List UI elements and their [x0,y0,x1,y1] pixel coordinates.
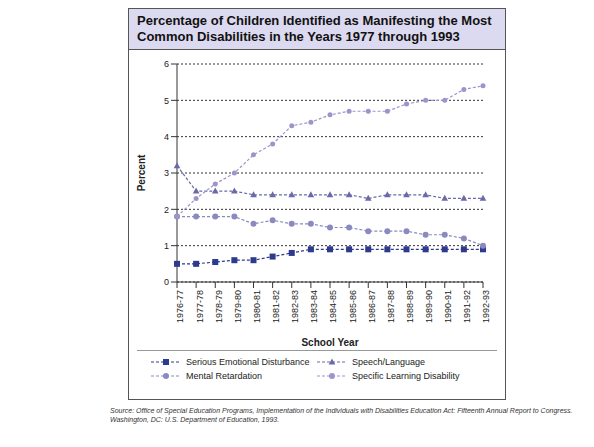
svg-text:1977-78: 1977-78 [195,290,205,323]
svg-text:6: 6 [164,59,169,69]
svg-text:3: 3 [164,168,169,178]
svg-text:1979-80: 1979-80 [233,290,243,323]
svg-text:1988-89: 1988-89 [405,290,415,323]
svg-text:1989-90: 1989-90 [424,290,434,323]
svg-text:1990-91: 1990-91 [443,290,453,323]
svg-text:1981-82: 1981-82 [271,290,281,323]
svg-text:1983-84: 1983-84 [309,290,319,323]
svg-text:1991-92: 1991-92 [462,290,472,323]
svg-text:2: 2 [164,205,169,215]
html-text:Serious Emotional Disturbance: Serious Emotional Disturbance [186,357,310,367]
svg-text:1976-77: 1976-77 [175,290,185,323]
html-text:Specific Learning Disability: Specific Learning Disability [352,371,460,381]
svg-text:1992-93: 1992-93 [481,290,491,323]
svg-text:1987-88: 1987-88 [386,290,396,323]
svg-text:1984-85: 1984-85 [328,290,338,323]
svg-text:Percent: Percent [136,154,147,191]
svg-text:School Year: School Year [301,337,358,348]
svg-text:1: 1 [164,241,169,251]
svg-text:1978-79: 1978-79 [214,290,224,323]
svg-text:0: 0 [164,277,169,287]
svg-text:4: 4 [164,132,169,142]
svg-text:1985-86: 1985-86 [348,290,358,323]
svg-text:1982-83: 1982-83 [290,290,300,323]
html-text:Percentage of Children Identif: Percentage of Children Identified as Man… [137,13,492,44]
html-text:Source: Office of Special Educ: Source: Office of Special Education Prog… [110,407,573,423]
svg-text:5: 5 [164,96,169,106]
html-text:Speech/Language: Speech/Language [352,357,426,367]
html-text:Mental Retardation: Mental Retardation [186,371,262,381]
svg-text:1986-87: 1986-87 [367,290,377,323]
svg-text:1980-81: 1980-81 [252,290,262,323]
